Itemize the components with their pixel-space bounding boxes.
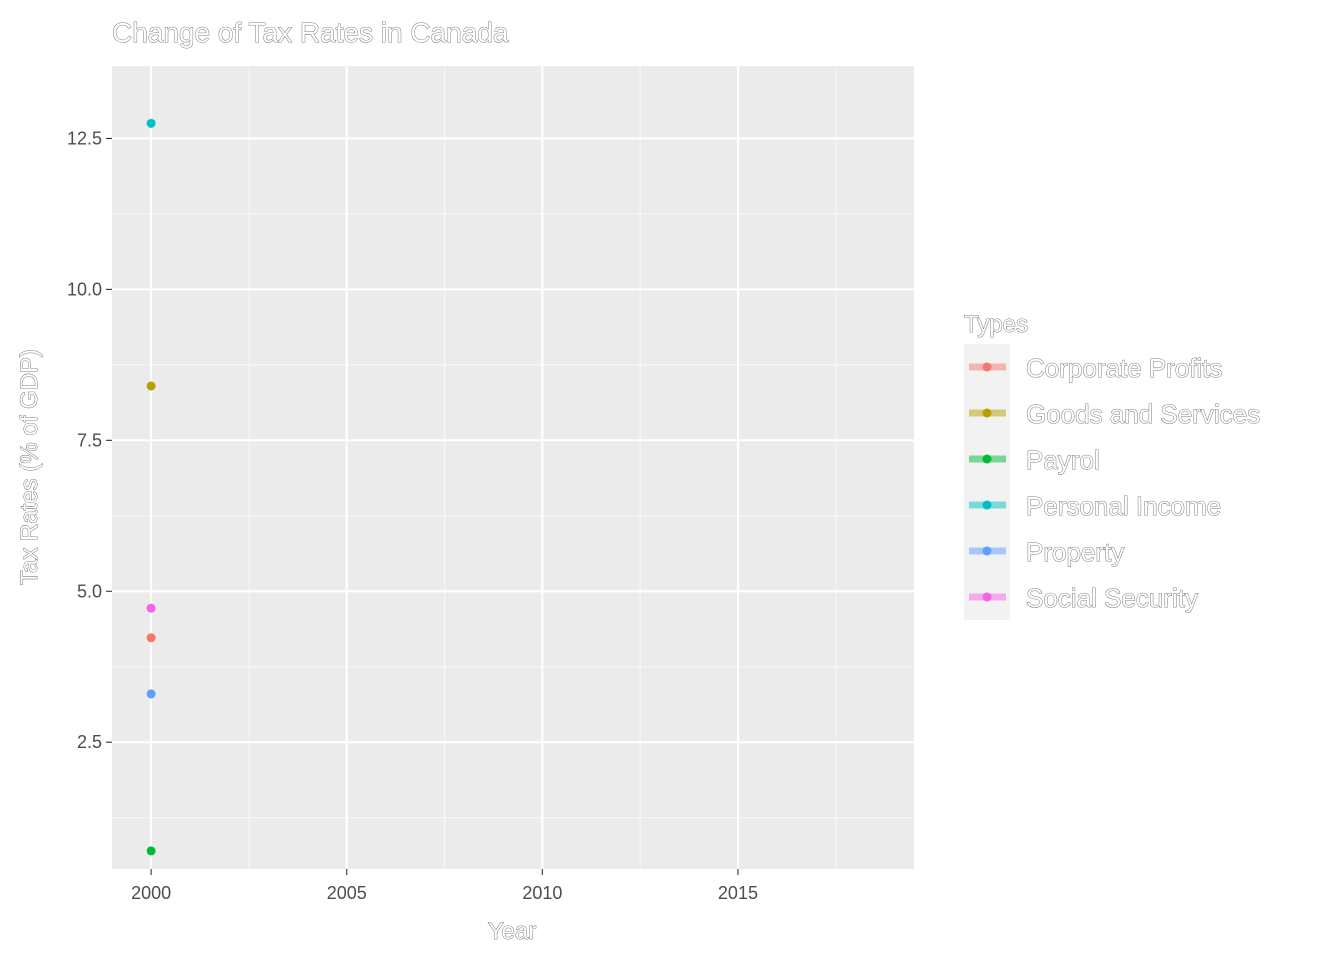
legend-key-point [982, 362, 992, 372]
y-axis: 2.5 5.0 7.5 10.0 12.5 [67, 128, 112, 752]
data-point [146, 118, 156, 128]
legend-label: Social Security [1026, 583, 1198, 613]
x-axis-title: Year [488, 918, 537, 945]
grid-major [112, 66, 914, 869]
data-point [146, 689, 156, 699]
data-point [146, 381, 156, 391]
data-point [146, 846, 156, 856]
data-point [146, 633, 156, 643]
grid-minor [112, 66, 914, 869]
legend-key-point [982, 408, 992, 418]
legend-items: Corporate Profits Goods and Services Payro… [969, 353, 1261, 613]
legend-label: Payrol [1026, 445, 1100, 475]
data-points [146, 118, 156, 856]
y-axis-title: Tax Rates (% of GDP) [16, 349, 43, 585]
legend-key-point [982, 500, 992, 510]
x-tick-label: 2010 [522, 883, 562, 903]
legend-key-point [982, 546, 992, 556]
legend-label: Goods and Services [1026, 399, 1260, 429]
y-tick-label: 10.0 [67, 279, 102, 299]
legend-keys-background [964, 344, 1010, 620]
legend-key-point [982, 454, 992, 464]
legend-label: Property [1026, 537, 1124, 567]
plot-panel [112, 66, 914, 869]
y-tick-label: 7.5 [77, 430, 102, 450]
x-axis: 2000 2005 2010 2015 [131, 869, 758, 903]
y-tick-label: 12.5 [67, 128, 102, 148]
x-tick-label: 2005 [327, 883, 367, 903]
y-tick-label: 5.0 [77, 581, 102, 601]
x-tick-label: 2015 [718, 883, 758, 903]
data-point [146, 603, 156, 613]
legend-title: Types [964, 311, 1028, 338]
legend: Types Corporate Profits Goods and Service… [964, 311, 1261, 620]
legend-key-point [982, 592, 992, 602]
y-tick-label: 2.5 [77, 732, 102, 752]
chart-title: Change of Tax Rates in Canada [112, 17, 509, 48]
legend-label: Corporate Profits [1026, 353, 1223, 383]
legend-label: Personal Income [1026, 491, 1221, 521]
x-tick-label: 2000 [131, 883, 171, 903]
